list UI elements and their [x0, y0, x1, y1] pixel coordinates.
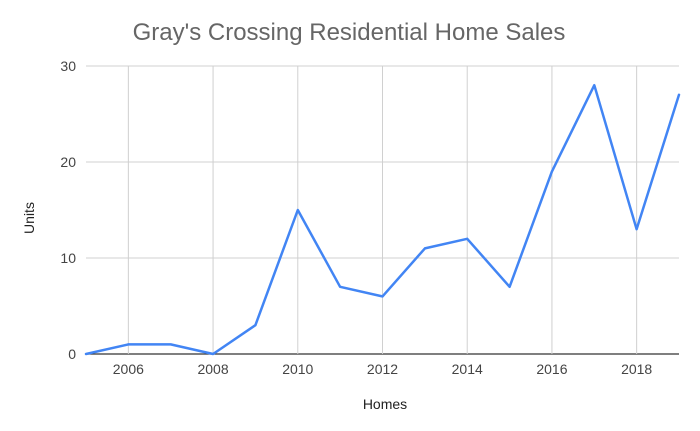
gridlines	[86, 65, 679, 355]
data-point-2016	[550, 170, 554, 174]
y-tick-label-3: 30	[60, 58, 76, 74]
y-tick-label-2: 20	[60, 154, 76, 170]
x-tick-label-6: 2018	[621, 361, 652, 377]
x-tick-label-5: 2016	[536, 361, 567, 377]
x-axis-label: Homes	[363, 396, 407, 412]
data-point-2014	[465, 237, 469, 241]
data-point-2009	[253, 323, 257, 327]
x-tick-label-0: 2006	[113, 361, 144, 377]
series-layer	[84, 83, 681, 356]
data-point-2005	[84, 352, 88, 356]
data-point-2015	[508, 285, 512, 289]
data-point-2007	[169, 342, 173, 346]
data-point-2018	[635, 227, 639, 231]
data-point-2019	[677, 93, 681, 97]
series-line-0	[84, 83, 681, 356]
y-axis-label: Units	[21, 202, 37, 234]
x-tick-label-3: 2012	[367, 361, 398, 377]
chart-title: Gray's Crossing Residential Home Sales	[133, 19, 566, 46]
data-point-2010	[296, 208, 300, 212]
y-tick-label-1: 10	[60, 250, 76, 266]
y-axis-ticks: 0 10 20 30	[60, 58, 76, 362]
x-axis-ticks: 2006 2008 2010 2012 2014 2016 2018	[113, 361, 653, 377]
data-point-2006	[126, 342, 130, 346]
data-point-2008	[211, 352, 215, 356]
y-tick-label-0: 0	[68, 346, 76, 362]
data-point-2017	[592, 83, 596, 87]
data-point-2012	[381, 294, 385, 298]
x-tick-label-1: 2008	[197, 361, 228, 377]
x-tick-label-2: 2010	[282, 361, 313, 377]
data-point-2011	[338, 285, 342, 289]
data-point-2013	[423, 246, 427, 250]
x-tick-label-4: 2014	[452, 361, 483, 377]
